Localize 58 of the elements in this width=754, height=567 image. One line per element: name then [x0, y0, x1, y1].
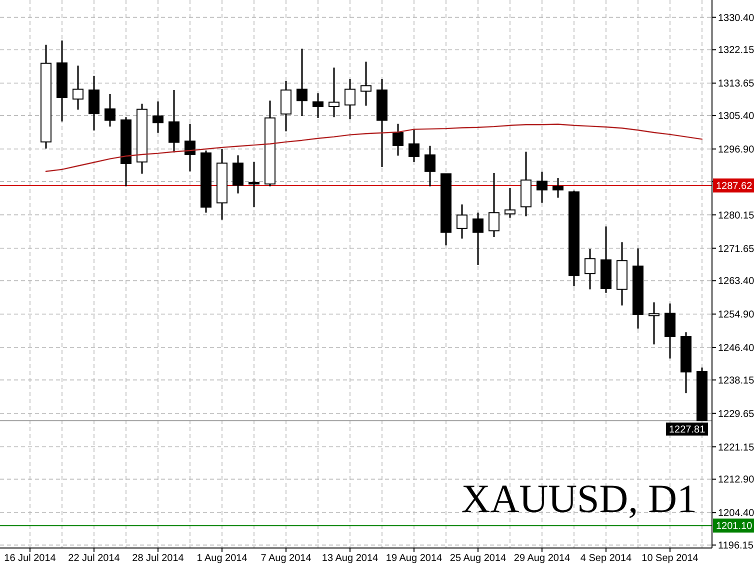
y-tick-label: 1229.65: [718, 408, 754, 420]
candlestick: [488, 172, 500, 238]
candlestick: [104, 93, 116, 128]
x-tick-label: 29 Aug 2014: [514, 553, 571, 564]
ref-line-label: 1287.62: [716, 180, 753, 192]
candlestick: [424, 145, 436, 188]
y-tick-label: 1246.40: [718, 343, 754, 354]
candlestick: [248, 161, 260, 208]
x-tick-label: 7 Aug 2014: [260, 553, 312, 564]
candlestick: [408, 128, 420, 163]
candlestick: [296, 48, 308, 117]
line-series: [45, 124, 703, 172]
candlestick: [648, 302, 660, 346]
y-tick-label: 1196.15: [718, 540, 754, 552]
candlestick: [312, 92, 324, 119]
y-tick-label: 1254.90: [718, 310, 754, 321]
candlestick: [504, 187, 516, 219]
x-tick-label: 13 Aug 2014: [322, 553, 379, 564]
text: XAUUSD, D1: [461, 476, 697, 521]
x-tick-label: 25 Aug 2014: [450, 553, 507, 564]
x-tick-label: 19 Aug 2014: [386, 553, 443, 564]
candlestick: [72, 64, 84, 110]
candlestick: [360, 60, 372, 106]
ref-line-label: 1201.10: [716, 521, 753, 532]
y-tick-label: 1296.90: [718, 144, 754, 156]
candlestick: [456, 204, 468, 240]
y-tick-label: 1263.40: [718, 276, 754, 288]
x-tick-label: 22 Jul 2014: [68, 553, 120, 564]
y-tick-label: 1221.15: [718, 442, 754, 454]
y-tick-label: 1313.65: [718, 78, 754, 90]
candlestick: [168, 89, 180, 154]
candlestick: [584, 248, 596, 290]
y-tick-label: 1238.15: [718, 375, 754, 386]
candlestick: [232, 154, 244, 194]
y-tick-label: 1212.90: [718, 474, 754, 486]
candlestick: [472, 212, 484, 266]
y-tick-label: 1280.15: [718, 210, 754, 222]
candlestick: [88, 75, 100, 132]
candlestick: [392, 123, 404, 156]
y-tick-label: 1271.65: [718, 244, 754, 255]
candlestick: [536, 171, 548, 204]
ref-line-label: 1227.81: [669, 424, 706, 436]
y-tick-label: 1305.40: [718, 111, 754, 122]
candlestick: [152, 100, 164, 134]
x-tick-label: 16 Jul 2014: [4, 553, 56, 564]
y-tick-label: 1330.40: [718, 12, 754, 24]
y-tick-label: 1204.40: [718, 508, 754, 520]
candlestick: [552, 177, 564, 198]
candlestick: [328, 66, 340, 118]
candlestick: [184, 123, 196, 172]
y-tick-label: 1322.15: [718, 45, 754, 56]
x-tick-label: 1 Aug 2014: [196, 553, 248, 564]
x-tick-label: 10 Sep 2014: [642, 553, 699, 564]
candlestick: [344, 78, 356, 120]
x-tick-label: 28 Jul 2014: [132, 553, 184, 564]
candlestick: [280, 80, 292, 132]
candlestick: [664, 302, 676, 360]
x-tick-label: 4 Sep 2014: [580, 553, 632, 564]
